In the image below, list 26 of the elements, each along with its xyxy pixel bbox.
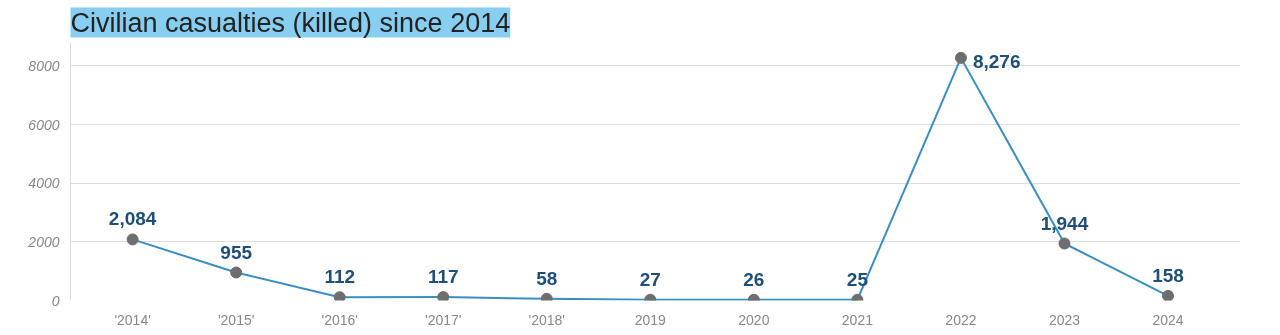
x-tick-label: 2021 <box>841 311 874 328</box>
y-tick-label: 0 <box>51 292 60 309</box>
data-label: 8,276 <box>972 50 1021 72</box>
data-label: 58 <box>536 267 558 289</box>
x-tick-label: '2015' <box>217 311 255 328</box>
data-label: 2,084 <box>108 208 157 230</box>
x-tick-label: '2017' <box>425 311 462 328</box>
data-label: 26 <box>743 268 765 290</box>
y-tick-label: 2000 <box>27 233 60 250</box>
x-tick-label: 2022 <box>945 311 977 328</box>
data-label: 27 <box>639 268 661 290</box>
data-label: 955 <box>220 241 253 263</box>
x-tick-label: 2019 <box>634 311 667 328</box>
x-tick-label: 2020 <box>738 311 770 328</box>
x-tick-label: '2014' <box>114 311 151 328</box>
x-tick-label: 2023 <box>1048 311 1081 328</box>
y-tick-label: 4000 <box>28 175 60 192</box>
x-tick-label: 2024 <box>1152 311 1184 328</box>
x-tick-label: '2018' <box>528 311 566 328</box>
data-label: 112 <box>324 266 356 288</box>
data-label: 158 <box>1152 264 1184 286</box>
x-tick-label: '2016' <box>321 311 358 328</box>
data-label: 117 <box>427 266 459 288</box>
chart-title: Civilian casualties (killed) since 2014 <box>70 7 511 38</box>
y-tick-label: 6000 <box>28 116 60 133</box>
y-tick-label: 8000 <box>28 57 60 74</box>
